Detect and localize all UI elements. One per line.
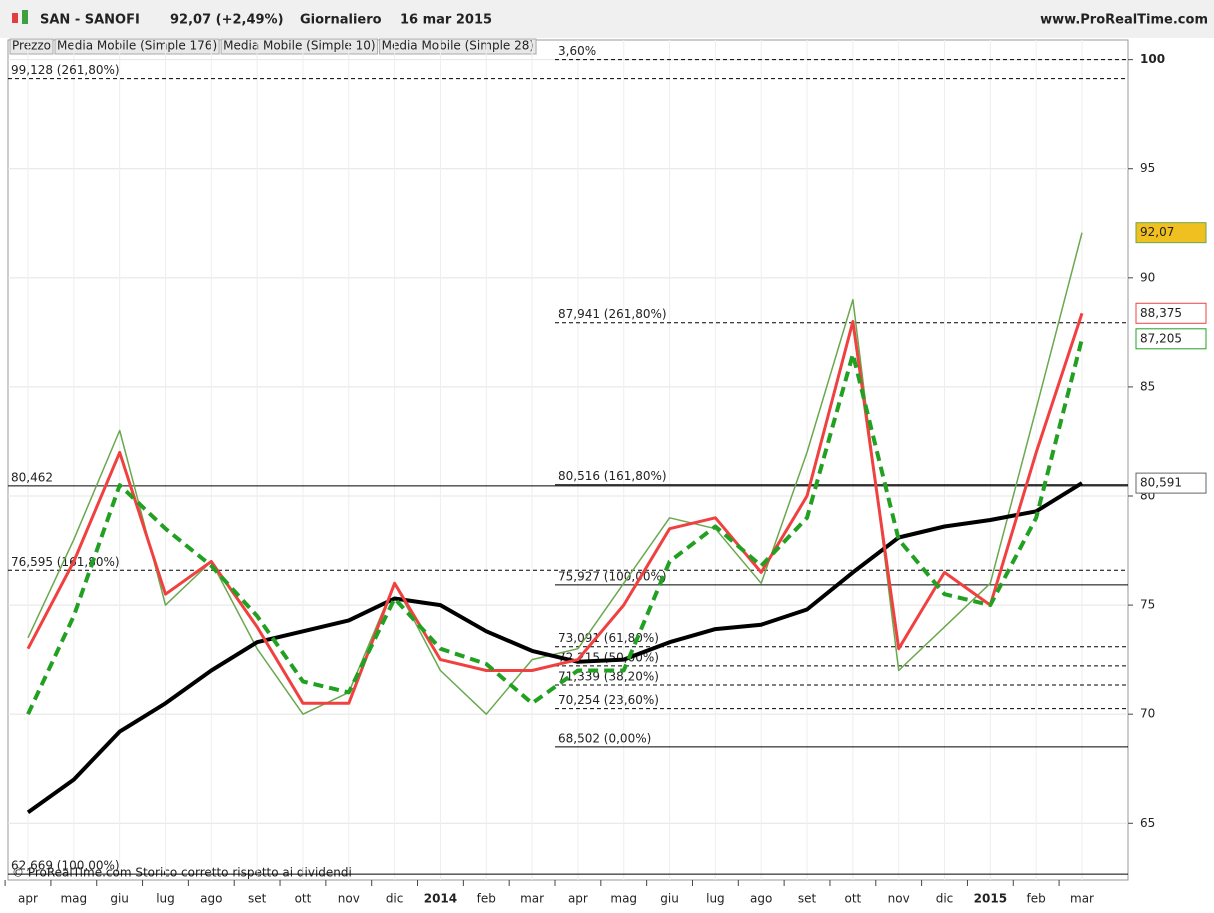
y-tick-label: 70 [1140, 707, 1155, 721]
interval: Giornaliero [300, 13, 382, 28]
legend-item [9, 38, 54, 55]
series-line [26, 481, 1084, 815]
legend-item [379, 38, 537, 55]
legend: Prezzo Media Mobile (Simple 176) Media Mob… [9, 38, 537, 55]
x-tick-label: 2015 [974, 892, 1007, 906]
legend-label: Media Mobile (Simple 10) [223, 39, 375, 53]
quote: 92,07 (+2,49%) [170, 13, 284, 28]
date: 16 mar 2015 [400, 13, 492, 28]
y-tick-label: 100 [1140, 52, 1165, 66]
x-tick-label: mar [1070, 892, 1094, 906]
level-label: 87,941 (261,80%) [558, 307, 667, 321]
level-label: 75,927 (100,00%) [558, 569, 667, 583]
y-tick-label: 65 [1140, 816, 1155, 830]
x-tick-label: 2014 [424, 892, 457, 906]
last-value-label: 88,375 [1140, 306, 1182, 320]
x-tick-label: set [798, 892, 817, 906]
x-tick-label: dic [386, 892, 404, 906]
x-tick-label: nov [338, 892, 360, 906]
x-tick-label: feb [477, 892, 496, 906]
x-tick-label: ago [200, 892, 222, 906]
x-tick-label: mar [520, 892, 544, 906]
legend-label: Prezzo [12, 39, 51, 53]
last-value-box [1135, 222, 1207, 244]
x-tick-label: lug [706, 892, 725, 906]
y-tick-label: 85 [1140, 379, 1155, 393]
level-label: 99,128 (261,80%) [11, 63, 120, 77]
level-label: 68,502 (0,00%) [558, 731, 651, 745]
level-label: 3,60% [558, 44, 596, 58]
x-tick-label: ott [844, 892, 861, 906]
legend-label: Media Mobile (Simple 28) [382, 39, 534, 53]
level-label: 70,254 (23,60%) [558, 693, 659, 707]
x-tick-label: apr [568, 892, 588, 906]
x-tick-label: lug [156, 892, 175, 906]
x-tick-label: ott [295, 892, 312, 906]
x-tick-label: apr [18, 892, 38, 906]
legend-item [220, 38, 379, 55]
source: www.ProRealTime.com [1040, 13, 1208, 28]
x-tick-label: dic [936, 892, 954, 906]
x-tick-label: feb [1027, 892, 1046, 906]
header-bar [0, 0, 1214, 38]
last-value-label: 80,591 [1140, 476, 1182, 490]
x-tick-label: ago [750, 892, 772, 906]
legend-label: Media Mobile (Simple 176) [57, 39, 217, 53]
level-label: 62,669 (100,00%) [11, 859, 120, 873]
x-tick-label: set [248, 892, 267, 906]
x-tick-label: giu [660, 892, 679, 906]
logo [22, 10, 28, 24]
series-line [26, 312, 1084, 705]
x-tick-label: mag [60, 892, 87, 906]
plot-area [7, 39, 1129, 881]
y-tick-label: 75 [1140, 598, 1155, 612]
footer: © ProRealTime.com Storico corretto rispe… [12, 866, 352, 880]
last-value-box [1135, 472, 1207, 494]
x-tick-label: giu [110, 892, 129, 906]
last-value-box [1135, 328, 1207, 350]
level-label: 80,462 [11, 470, 53, 484]
last-value-label: 92,07 [1140, 225, 1174, 239]
logo [12, 13, 18, 23]
x-tick-label: mag [610, 892, 637, 906]
level-label: 80,516 (161,80%) [558, 469, 667, 483]
series-line [26, 338, 1084, 716]
y-tick-label: 95 [1140, 161, 1155, 175]
title: SAN - SANOFI [40, 13, 140, 28]
x-tick-label: nov [888, 892, 910, 906]
legend-item [54, 38, 220, 55]
level-label: 73,091 (61,80%) [558, 631, 659, 645]
last-value-label: 87,205 [1140, 331, 1182, 345]
last-value-box [1135, 302, 1207, 324]
y-tick-label: 90 [1140, 270, 1155, 284]
level-label: 71,339 (38,20%) [558, 669, 659, 683]
